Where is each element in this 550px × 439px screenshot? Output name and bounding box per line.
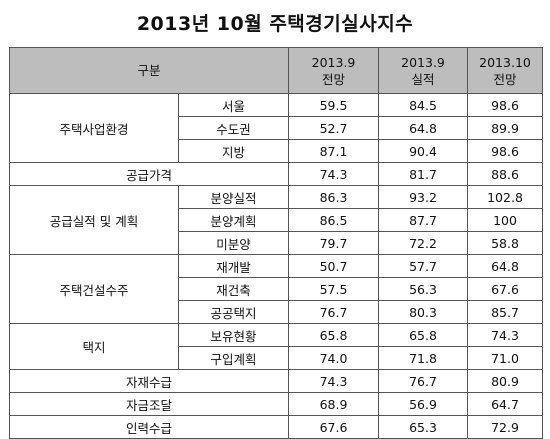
value-cell: 64.7	[467, 392, 544, 416]
sub-label: 재건축	[177, 277, 290, 301]
value-cell: 85.7	[467, 300, 544, 324]
header-col-3: 2013.10 전망	[467, 47, 544, 94]
value-cell: 50.7	[288, 254, 380, 278]
value-cell: 100	[467, 208, 544, 232]
value-cell: 59.5	[288, 93, 380, 117]
value-cell: 71.0	[467, 346, 544, 370]
value-cell: 98.6	[467, 139, 544, 163]
table-row: 자재수급 74.3 76.7 80.9	[8, 369, 544, 393]
value-cell: 76.7	[288, 300, 380, 324]
header-col-2-type: 실적	[411, 71, 435, 87]
header-col-3-period: 2013.10	[479, 54, 531, 70]
value-cell: 52.7	[288, 116, 380, 140]
table-row: 지방 87.1 90.4 98.6	[10, 139, 544, 163]
table-row: 자금조달 68.9 56.9 64.7	[8, 392, 544, 416]
value-cell: 79.7	[288, 231, 380, 255]
value-cell: 93.2	[378, 185, 469, 209]
group-label: 공급실적 및 계획	[9, 185, 179, 255]
value-cell: 98.6	[467, 93, 544, 117]
table-row: 택지 보유현황 65.8 65.8 74.3	[9, 323, 544, 370]
value-cell: 90.4	[378, 139, 469, 163]
header-row: 구분 2013.9 전망 2013.9 실적 2013.10 전망	[8, 47, 544, 94]
value-cell: 72.2	[378, 231, 469, 255]
sub-label: 미분양	[177, 231, 290, 255]
table-row: 공공택지 76.7 80.3 85.7	[10, 300, 544, 324]
sub-label: 분양계획	[177, 208, 290, 232]
table-row: 주택사업환경 서울 59.5 84.5 98.6	[9, 93, 544, 163]
value-cell: 87.7	[378, 208, 469, 232]
table-row: 미분양 79.7 72.2 58.8	[10, 231, 544, 255]
group-label: 공급가격	[8, 162, 290, 186]
header-category: 구분	[8, 47, 290, 94]
value-cell: 67.6	[288, 415, 380, 439]
value-cell: 67.6	[467, 277, 544, 301]
table-row: 공급실적 및 계획 분양실적 86.3 93.2 102.8	[9, 185, 544, 255]
value-cell: 65.3	[378, 415, 469, 439]
value-cell: 76.7	[378, 369, 469, 393]
value-cell: 89.9	[467, 116, 544, 140]
value-cell: 68.9	[288, 392, 380, 416]
value-cell: 74.0	[288, 346, 380, 370]
group-label: 주택사업환경	[9, 93, 179, 163]
sub-label: 공공택지	[177, 300, 290, 324]
value-cell: 84.5	[378, 93, 469, 117]
value-cell: 81.7	[378, 162, 469, 186]
value-cell: 74.3	[288, 369, 380, 393]
value-cell: 71.8	[378, 346, 469, 370]
group-label: 인력수급	[8, 415, 290, 439]
group-label: 주택건설수주	[9, 254, 179, 324]
table-row: 공급가격 74.3 81.7 88.6	[8, 162, 544, 186]
value-cell: 86.3	[288, 185, 380, 209]
value-cell: 65.8	[378, 323, 469, 347]
header-col-3-type: 전망	[493, 71, 517, 87]
table-row: 구입계획 74.0 71.8 71.0	[10, 346, 544, 370]
value-cell: 80.9	[467, 369, 544, 393]
value-cell: 57.7	[378, 254, 469, 278]
value-cell: 88.6	[467, 162, 544, 186]
page-title: 2013년 10월 주택경기실사지수	[136, 13, 414, 35]
group-label: 자금조달	[8, 392, 290, 416]
sub-label: 재개발	[177, 254, 290, 278]
sub-label: 분양실적	[177, 185, 290, 209]
value-cell: 74.3	[467, 323, 544, 347]
value-cell: 80.3	[378, 300, 469, 324]
sub-label: 수도권	[177, 116, 290, 140]
sub-label: 구입계획	[177, 346, 290, 370]
table-row: 주택건설수주 재개발 50.7 57.7 64.8	[9, 254, 544, 324]
sub-label: 서울	[177, 93, 290, 117]
table-row: 분양계획 86.5 87.7 100	[10, 208, 544, 232]
header-col-1: 2013.9 전망	[288, 47, 380, 94]
value-cell: 86.5	[288, 208, 380, 232]
header-col-1-type: 전망	[322, 71, 346, 87]
value-cell: 64.8	[378, 116, 469, 140]
value-cell: 64.8	[467, 254, 544, 278]
sub-label: 보유현황	[177, 323, 290, 347]
value-cell: 72.9	[467, 415, 544, 439]
sub-label: 지방	[177, 139, 290, 163]
value-cell: 102.8	[467, 185, 544, 209]
group-label: 자재수급	[8, 369, 290, 393]
group-label: 택지	[9, 323, 179, 370]
header-col-2-period: 2013.9	[401, 54, 445, 70]
value-cell: 74.3	[288, 162, 380, 186]
value-cell: 57.5	[288, 277, 380, 301]
value-cell: 58.8	[467, 231, 544, 255]
table-row: 인력수급 67.6 65.3 72.9	[8, 415, 544, 439]
header-col-2: 2013.9 실적	[378, 47, 469, 94]
value-cell: 56.3	[378, 277, 469, 301]
value-cell: 65.8	[288, 323, 380, 347]
value-cell: 87.1	[288, 139, 380, 163]
value-cell: 56.9	[378, 392, 469, 416]
index-table: 구분 2013.9 전망 2013.9 실적 2013.10 전망 주택사업환경…	[8, 47, 544, 439]
table-row: 수도권 52.7 64.8 89.9	[10, 116, 544, 140]
table-row: 재건축 57.5 56.3 67.6	[10, 277, 544, 301]
header-col-1-period: 2013.9	[311, 54, 356, 70]
